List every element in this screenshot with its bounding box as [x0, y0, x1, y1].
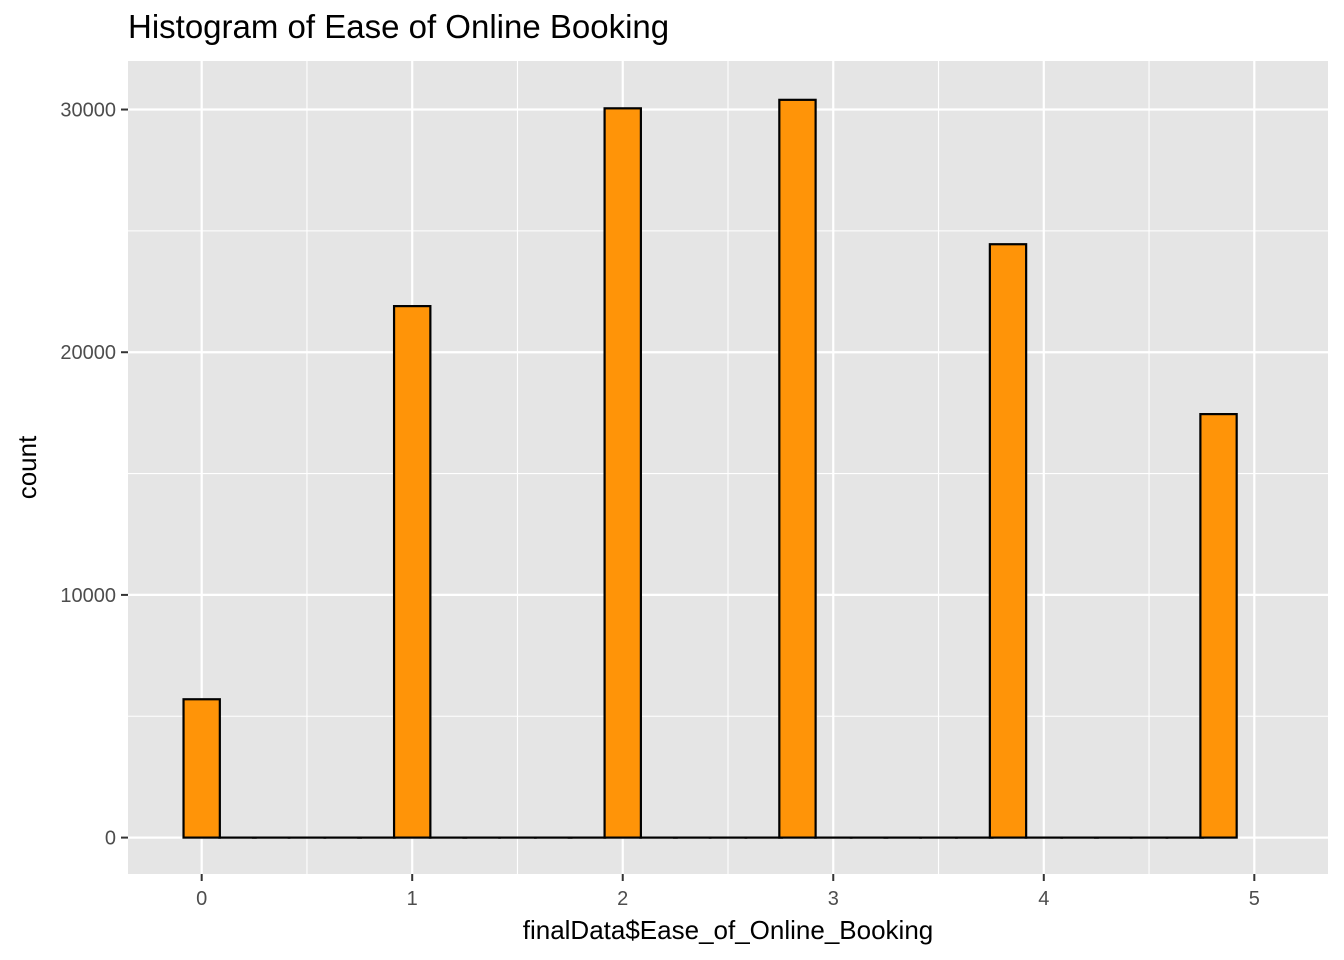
x-tick-label: 3	[828, 888, 839, 910]
minor-gridlines	[128, 61, 1328, 874]
x-tick-label: 2	[617, 888, 628, 910]
x-axis-title: finalData$Ease_of_Online_Booking	[523, 915, 934, 945]
y-axis-title: count	[12, 435, 42, 499]
histogram-bar-12	[603, 107, 642, 839]
histogram-bar-6	[392, 305, 432, 839]
y-axis: 0 10000 20000 30000	[60, 100, 128, 850]
histogram-bar-17	[778, 98, 817, 839]
chart-title: Histogram of Ease of Online Booking	[128, 8, 670, 45]
histogram-bar-29	[1199, 413, 1238, 839]
y-tick-label: 10000	[60, 585, 116, 607]
bars	[182, 98, 1238, 839]
histogram-bar-23	[988, 243, 1028, 839]
y-tick-label: 20000	[60, 342, 116, 364]
x-tick-label: 5	[1249, 888, 1260, 910]
x-axis: 0 1 2 3 4 5	[196, 874, 1260, 910]
x-tick-label: 0	[196, 888, 207, 910]
y-tick-label: 30000	[60, 100, 116, 122]
histogram-bar-0	[182, 698, 221, 839]
x-tick-label: 1	[407, 888, 418, 910]
x-tick-label: 4	[1038, 888, 1049, 910]
y-tick-label: 0	[105, 828, 116, 850]
